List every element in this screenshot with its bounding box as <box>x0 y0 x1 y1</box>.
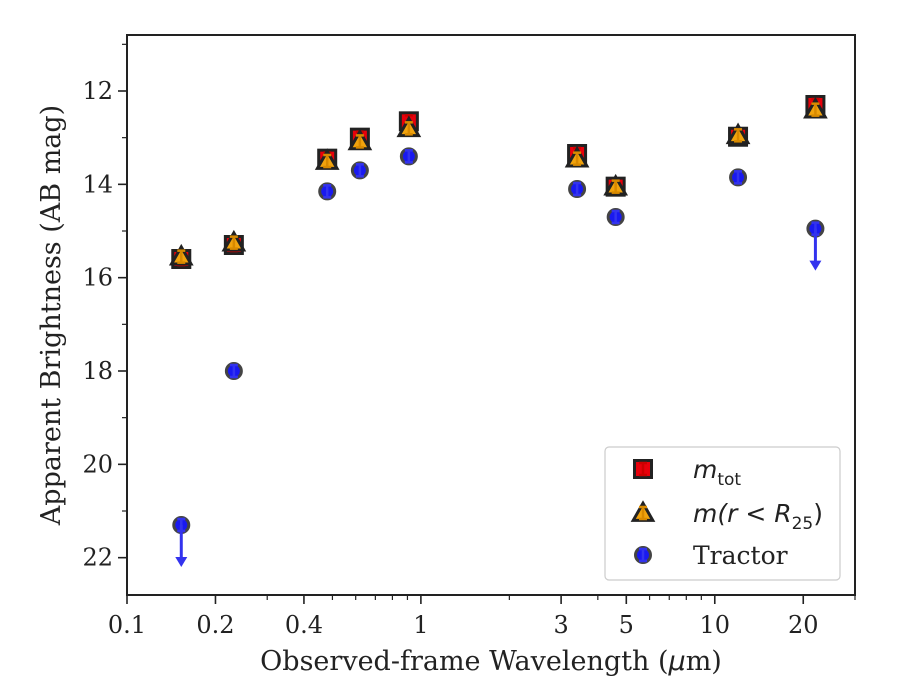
legend: mtot m(r < R25) Tractor <box>604 446 841 581</box>
y-tick-label: 12 <box>82 77 113 105</box>
legend-label-mr25: m(r < R25) <box>693 499 823 534</box>
legend-box <box>604 446 841 581</box>
x-tick-label: 10 <box>700 611 731 639</box>
x-axis-label-unit: m) <box>686 646 722 677</box>
y-tick-label: 16 <box>82 264 113 292</box>
axis-ticks: 12 14 16 18 20 22 0.1 0.2 0.4 1 3 5 10 20 <box>82 43 856 639</box>
y-tick-label: 22 <box>82 544 113 572</box>
legend-marker-tractor <box>634 546 652 564</box>
legend-marker-mr25 <box>630 500 656 522</box>
series-tractor <box>172 147 825 567</box>
x-axis-label-text: Observed-frame Wavelength ( <box>260 646 668 677</box>
upper-limit-arrowhead <box>809 260 822 271</box>
x-tick-label: 5 <box>619 611 634 639</box>
x-tick-label: 1 <box>413 611 428 639</box>
axes-frame <box>126 34 856 596</box>
series-mr25 <box>168 96 828 266</box>
x-tick-label: 0.4 <box>285 611 323 639</box>
y-axis-label: Apparent Brightness (AB mag) <box>36 105 67 526</box>
legend-markers <box>630 459 656 564</box>
series-mtot <box>171 95 826 269</box>
y-tick-label: 20 <box>82 450 113 478</box>
y-tick-label: 18 <box>82 357 113 385</box>
x-tick-label: 0.1 <box>108 611 146 639</box>
y-tick-label: 14 <box>82 170 113 198</box>
x-axis-label-mu: μ <box>668 646 686 677</box>
data-points <box>168 95 828 567</box>
x-axis-label: Observed-frame Wavelength (μm) <box>260 646 722 677</box>
x-tick-label: 0.2 <box>196 611 234 639</box>
legend-label-mtot: mtot <box>693 455 741 490</box>
legend-label-tractor: Tractor <box>693 541 788 570</box>
x-tick-label: 20 <box>788 611 819 639</box>
upper-limit-arrowhead <box>175 557 188 567</box>
x-tick-label: 3 <box>553 611 568 639</box>
legend-marker-mtot <box>633 459 653 479</box>
